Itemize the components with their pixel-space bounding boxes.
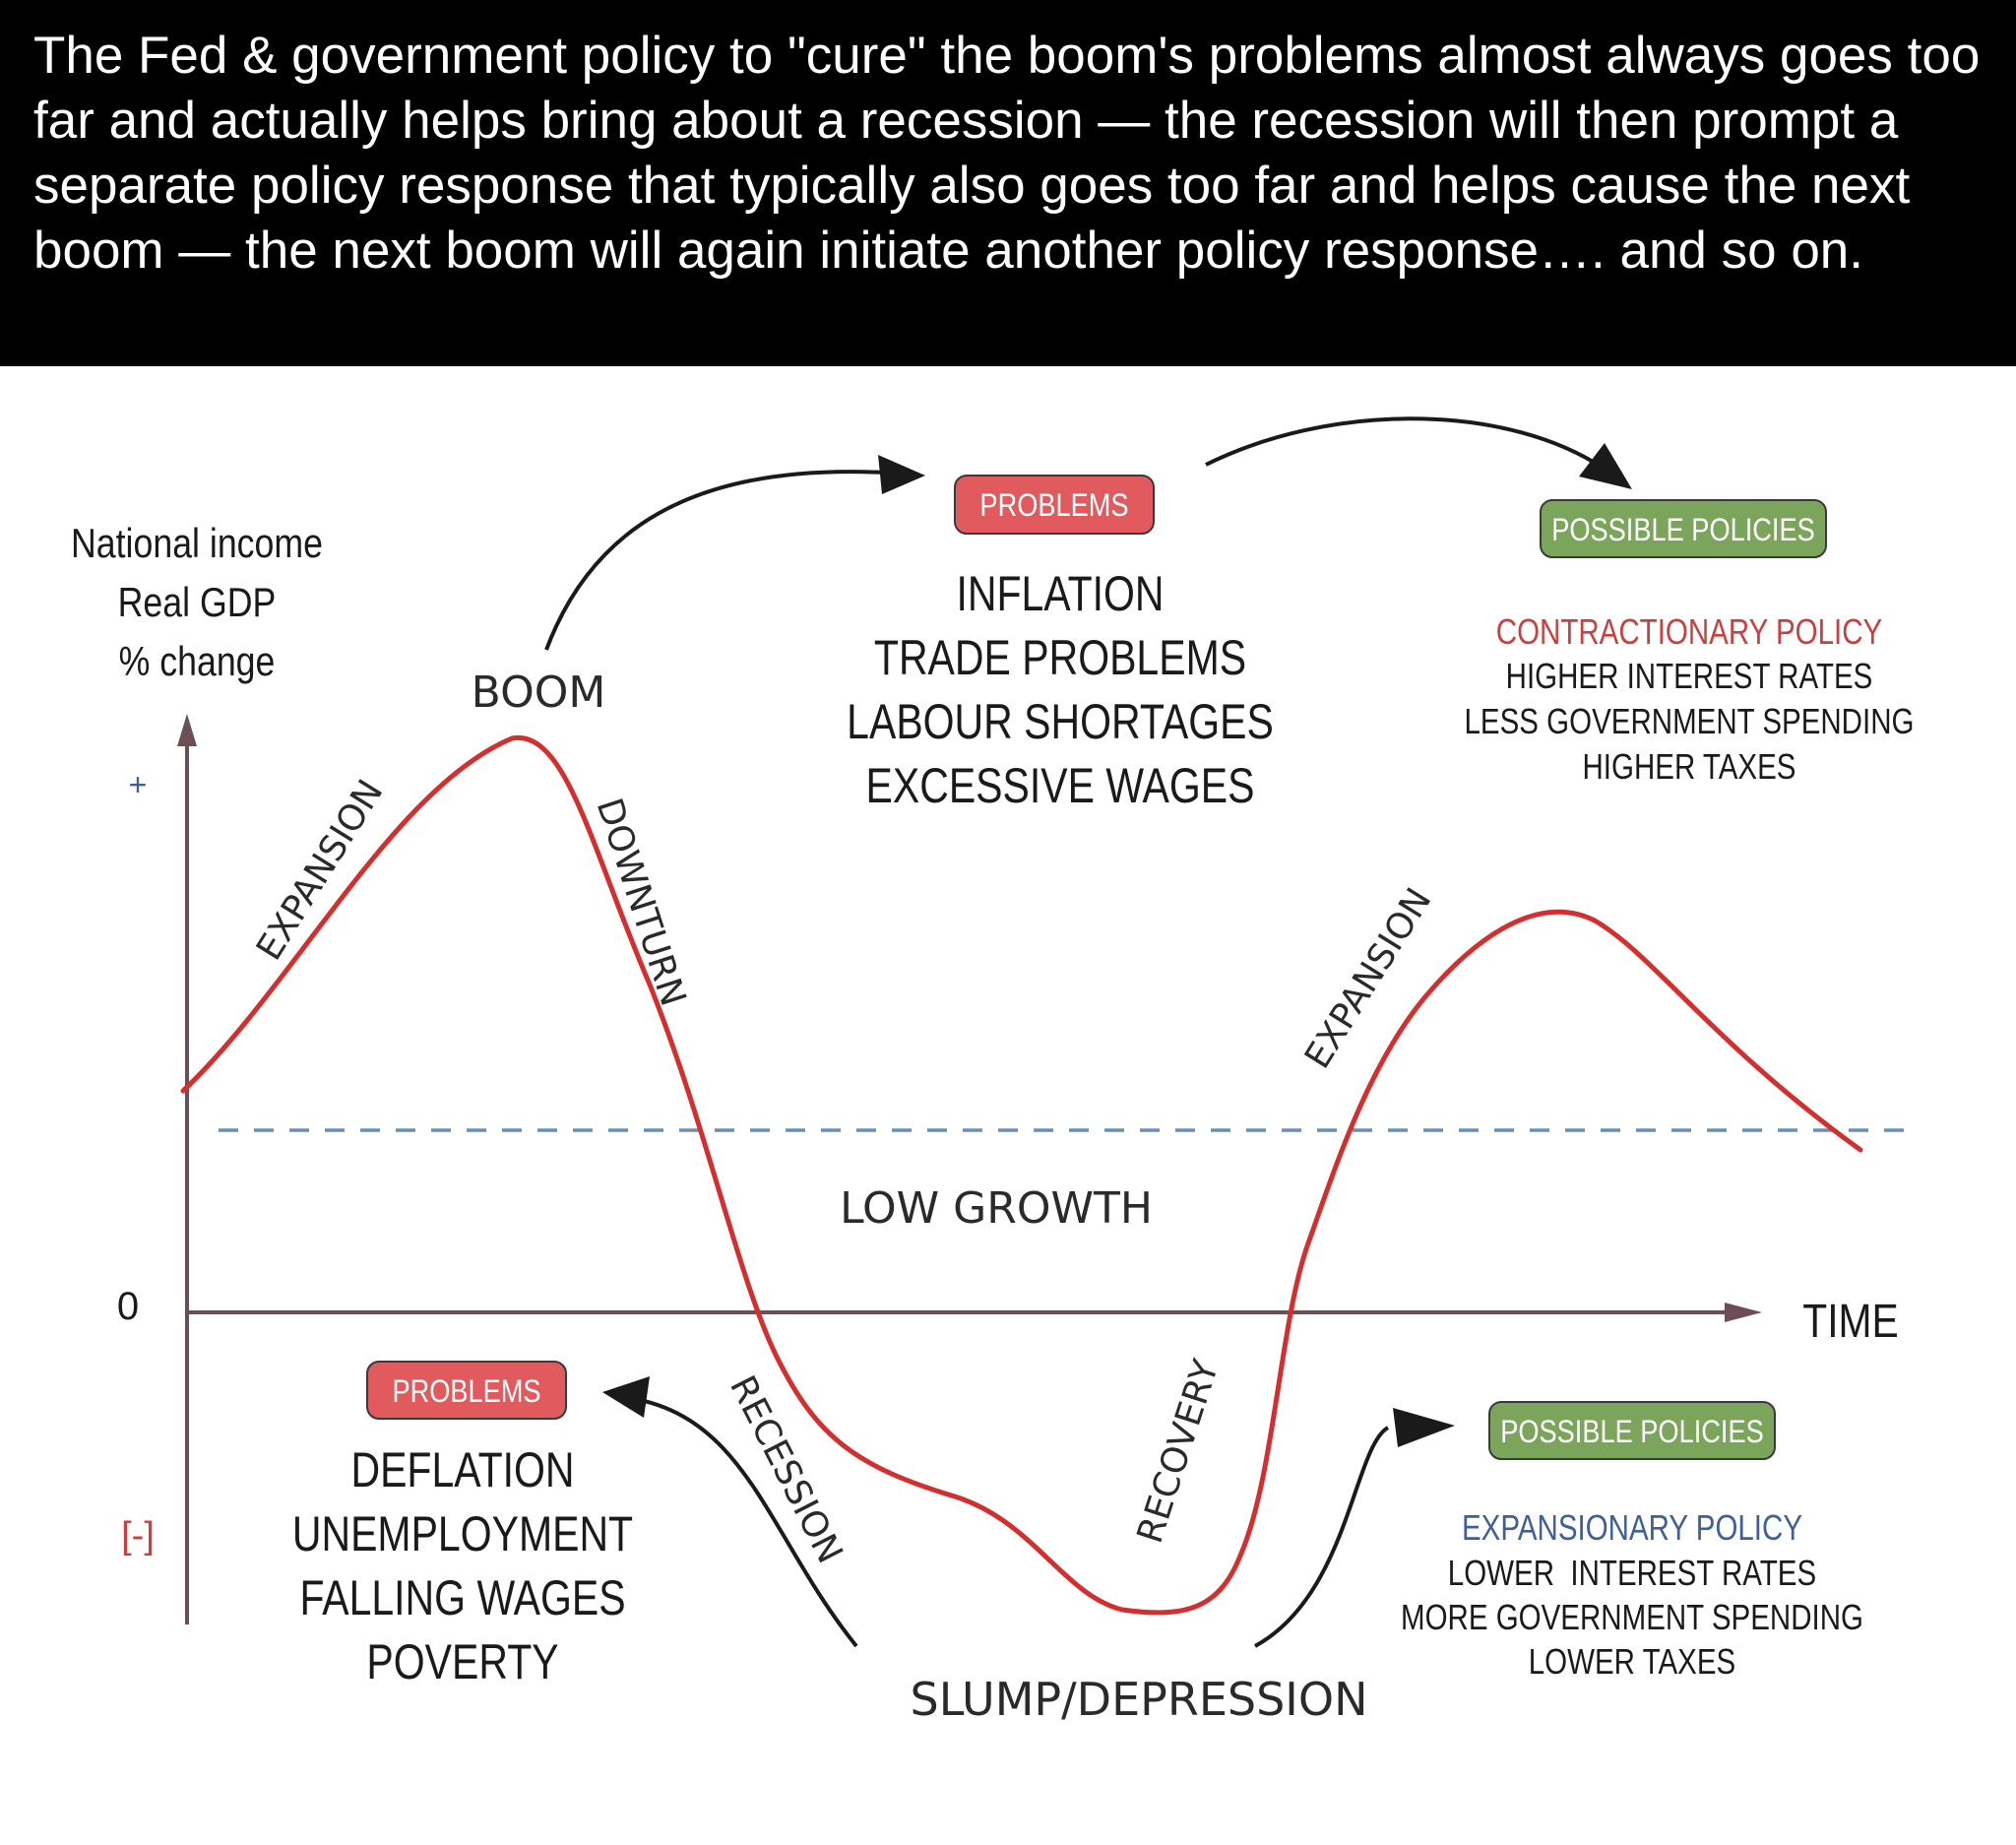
arrow-slump-to-problems-head [602,1376,650,1418]
expansionary-policy-item: LOWER TAXES [1529,1641,1735,1681]
phase-expansion-left: EXPANSION [249,773,392,967]
x-axis-label: TIME [1802,1296,1898,1348]
phase-expansion-right: EXPANSION [1297,881,1440,1075]
boom-problems-badge [954,475,1155,535]
phase-slump: SLUMP/DEPRESSION [911,1673,1368,1726]
y-axis-label-line1: National income [71,521,323,566]
caption-banner: The Fed & government policy to "cure" th… [0,0,2016,366]
y-axis-arrowhead [177,714,197,746]
boom-problem-item: LABOUR SHORTAGES [847,694,1274,749]
phase-boom: BOOM [472,668,606,718]
y-axis-zero: 0 [117,1285,139,1328]
caption-text: The Fed & government policy to "cure" th… [33,27,1981,280]
arrow-boom-to-problems [544,470,887,651]
contractionary-policy-item: LESS GOVERNMENT SPENDING [1465,701,1915,740]
y-axis-label-line2: Real GDP [118,580,277,625]
slump-problems-badge [366,1361,567,1420]
contractionary-policy-item: HIGHER INTEREST RATES [1506,656,1873,695]
boom-problem-item: TRADE PROBLEMS [874,630,1246,685]
arrow-boom-to-problems-head [878,455,925,494]
phase-recovery: RECOVERY [1130,1355,1228,1549]
arrow-slump-to-policies [1254,1426,1390,1648]
expansionary-policy-item: LOWER INTEREST RATES [1448,1553,1816,1592]
x-axis-arrowhead [1725,1303,1762,1322]
boom-problem-item: INFLATION [956,566,1164,621]
phase-downturn: DOWNTURN [589,794,694,1011]
slump-policies-badge [1488,1401,1776,1460]
slump-problems-badge-label: PROBLEMS [392,1374,540,1410]
arrow-slump-to-problems [629,1396,858,1648]
slump-problem-item: UNEMPLOYMENT [292,1506,633,1561]
contractionary-policy-title: CONTRACTIONARY POLICY [1496,611,1882,651]
slump-problem-item: POVERTY [366,1634,558,1689]
y-axis-label-line3: % change [119,639,276,684]
phase-low-growth: LOW GROWTH [840,1183,1153,1234]
slump-policies-badge-label: POSSIBLE POLICIES [1500,1415,1764,1450]
expansionary-policy-item: MORE GOVERNMENT SPENDING [1401,1597,1863,1636]
boom-problem-item: EXCESSIVE WAGES [866,758,1255,813]
slump-problem-item: DEFLATION [350,1442,574,1497]
business-cycle-curve [180,734,1863,1616]
expansionary-policy-title: EXPANSIONARY POLICY [1462,1507,1802,1547]
contractionary-policy-item: HIGHER TAXES [1583,746,1796,786]
boom-problems-badge-label: PROBLEMS [979,488,1128,524]
slump-problem-item: FALLING WAGES [299,1570,625,1625]
y-axis-plus: + [129,767,148,802]
arrow-problems-to-policies-head [1579,443,1632,489]
arrow-problems-to-policies [1205,416,1597,467]
boom-policies-badge-label: POSSIBLE POLICIES [1551,513,1815,548]
arrow-slump-to-policies-head [1393,1408,1455,1447]
y-axis-minus: [-] [121,1515,155,1557]
boom-policies-badge [1540,499,1827,558]
